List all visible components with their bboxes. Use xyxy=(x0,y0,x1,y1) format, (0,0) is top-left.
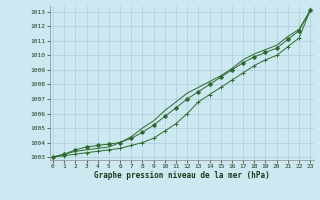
X-axis label: Graphe pression niveau de la mer (hPa): Graphe pression niveau de la mer (hPa) xyxy=(94,171,269,180)
